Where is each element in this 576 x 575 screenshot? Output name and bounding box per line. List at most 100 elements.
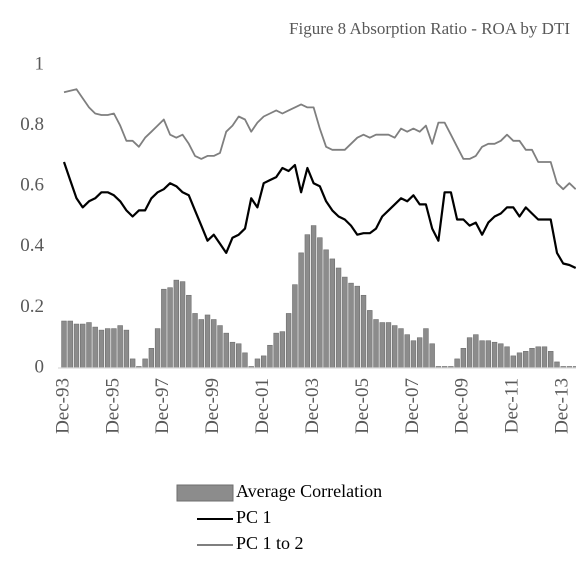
bar xyxy=(179,281,186,369)
y-tick-label: 0.8 xyxy=(20,114,44,135)
bar xyxy=(217,325,223,369)
bar xyxy=(148,348,155,369)
bar xyxy=(479,340,485,369)
bar xyxy=(242,352,248,369)
bar xyxy=(329,258,336,369)
legend-label: Average Correlation xyxy=(236,481,382,501)
x-tick-label: Dec-95 xyxy=(102,378,123,434)
x-tick-label: Dec-99 xyxy=(202,378,223,434)
bar xyxy=(392,325,398,369)
x-tick-label: Dec-11 xyxy=(502,378,523,433)
legend-label: PC 1 xyxy=(236,507,272,527)
bar xyxy=(516,352,523,369)
bar xyxy=(104,328,111,369)
bar xyxy=(236,343,242,369)
y-tick-label: 0.4 xyxy=(20,235,44,256)
bar xyxy=(367,310,373,369)
bar xyxy=(491,341,498,369)
bar xyxy=(498,343,504,369)
bar xyxy=(398,328,404,369)
bar xyxy=(285,313,292,369)
x-tick-label: Dec-13 xyxy=(552,378,573,434)
bar xyxy=(154,328,161,369)
bar xyxy=(529,348,535,369)
bar xyxy=(211,319,217,369)
bar xyxy=(123,329,130,369)
bar xyxy=(267,344,273,369)
y-tick-label: 0 xyxy=(35,356,45,377)
bar xyxy=(541,346,548,369)
bar xyxy=(460,348,467,369)
bar xyxy=(317,237,323,369)
bar xyxy=(86,322,92,369)
y-tick-label: 0.2 xyxy=(20,296,44,317)
x-tick-label: Dec-97 xyxy=(152,378,173,434)
bar xyxy=(279,331,286,369)
x-tick-label: Dec-03 xyxy=(302,378,323,434)
bar xyxy=(192,313,198,369)
bar xyxy=(373,319,379,369)
x-tick-label: Dec-07 xyxy=(402,378,423,434)
bar xyxy=(404,334,410,369)
line xyxy=(63,88,576,191)
bar xyxy=(416,337,423,369)
y-tick-label: 1 xyxy=(35,53,45,74)
bar xyxy=(229,341,236,369)
bar xyxy=(523,351,529,369)
bar xyxy=(92,326,98,369)
bar xyxy=(223,332,229,369)
legend-swatch xyxy=(176,484,234,502)
bar xyxy=(260,355,267,369)
bar xyxy=(292,284,298,369)
bar xyxy=(385,322,392,369)
bar xyxy=(310,225,317,369)
bar xyxy=(298,252,304,369)
bar xyxy=(142,358,148,369)
bar xyxy=(129,358,136,369)
bar xyxy=(186,294,192,369)
bar xyxy=(473,334,479,369)
bar xyxy=(429,343,435,369)
bar xyxy=(98,329,105,369)
bar xyxy=(535,346,541,369)
bar xyxy=(117,325,123,369)
bar xyxy=(554,361,560,369)
line xyxy=(62,161,576,269)
bar xyxy=(342,276,348,369)
bar xyxy=(360,294,367,369)
bar xyxy=(335,267,342,369)
bar xyxy=(354,285,360,369)
x-tick-label: Dec-05 xyxy=(352,378,373,434)
bar xyxy=(61,320,67,369)
bar xyxy=(273,332,279,369)
bar xyxy=(254,358,261,369)
bar xyxy=(67,320,73,369)
y-tick-label: 0.6 xyxy=(20,175,44,196)
bar xyxy=(379,322,385,369)
bar xyxy=(423,328,429,369)
bar xyxy=(454,358,460,369)
bar xyxy=(548,351,554,369)
bar xyxy=(198,319,204,369)
bar xyxy=(167,287,173,369)
x-tick-label: Dec-01 xyxy=(252,378,273,434)
bar xyxy=(485,340,492,369)
bar xyxy=(80,323,86,369)
bar xyxy=(348,282,354,369)
bar xyxy=(204,314,211,369)
bar xyxy=(173,279,180,369)
bar xyxy=(111,328,117,369)
bar xyxy=(504,346,510,369)
bar xyxy=(466,337,473,369)
legend-label: PC 1 to 2 xyxy=(236,533,304,553)
bar xyxy=(323,249,329,369)
bar xyxy=(304,234,311,369)
bar xyxy=(510,355,516,369)
chart-title: Figure 8 Absorption Ratio - ROA by DTI xyxy=(289,19,570,38)
bar xyxy=(410,340,417,369)
x-tick-label: Dec-09 xyxy=(452,378,473,434)
x-tick-label: Dec-93 xyxy=(52,378,73,434)
bar xyxy=(161,288,167,369)
bar xyxy=(73,323,80,369)
